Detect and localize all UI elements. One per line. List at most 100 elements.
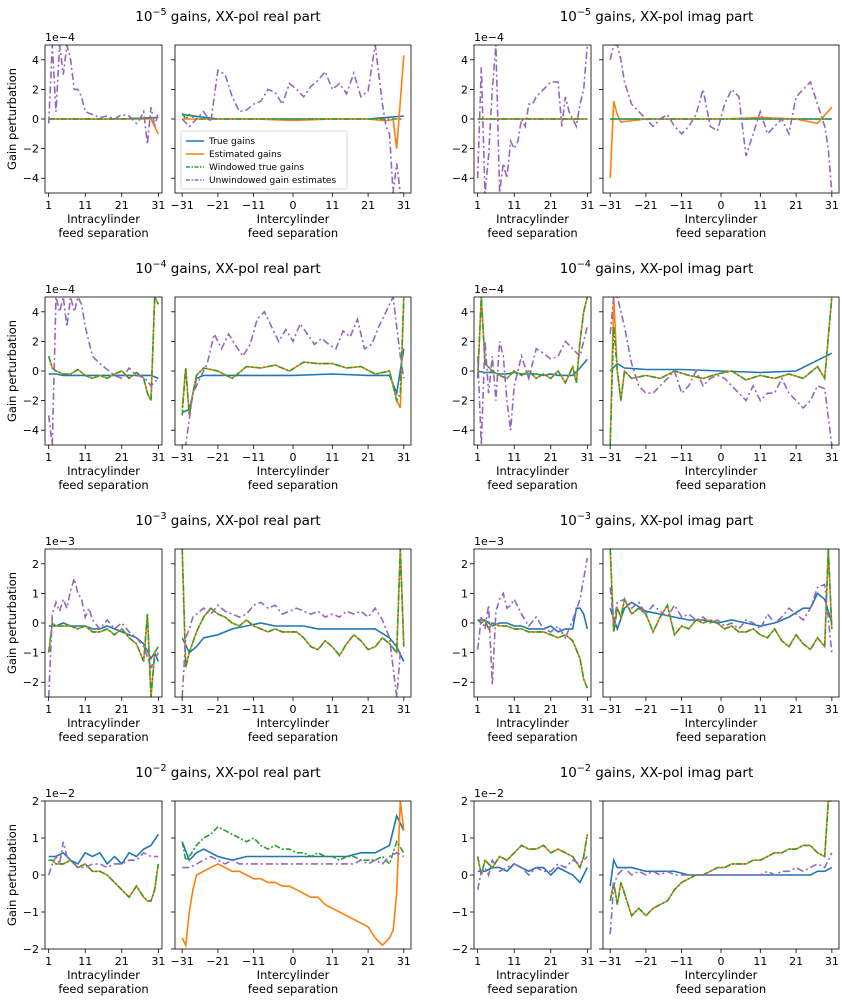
x-tick-label: 21 [789,199,803,212]
y-exponent-label: 1e−2 [474,787,504,800]
unwindowed-gain-estimates-line [182,851,405,869]
y-tick-label: 1 [461,587,468,600]
estimated-gains-line [47,297,160,401]
windowed-true-gains-line [181,297,405,416]
x-axis-label: Intercylinder [685,464,758,478]
true-gains-line [609,592,833,632]
x-tick-label: 11 [78,199,92,212]
x-axis-label: Intracylinder [67,464,140,478]
x-axis-label-line2: feed separation [487,226,577,240]
x-tick-label: 11 [78,703,92,716]
x-tick-label: −31 [171,451,194,464]
estimated-gains-line [47,614,159,697]
y-tick-label: −4 [452,172,468,185]
x-axis-label: Intercylinder [685,716,758,730]
x-tick-label: −21 [206,451,229,464]
x-tick-label: 31 [580,451,594,464]
subplot-title: 10−3 gains, XX-pol imag part [560,511,754,529]
y-tick-label: 1 [461,832,468,845]
x-tick-label: 21 [115,199,129,212]
axes-frame [174,800,412,950]
y-exponent-label: 1e−4 [474,31,504,44]
x-tick-label: 31 [825,703,839,716]
estimated-gains-line [48,118,160,135]
legend-label-windowed-true-gains: Windowed true gains [209,163,304,173]
windowed-true-gains-line [181,112,404,121]
x-axis-label-line2: feed separation [487,982,577,996]
subplot-title: 10−4 gains, XX-pol imag part [560,259,754,277]
windowed-true-gains-line [48,859,160,902]
unwindowed-gain-estimates-line [609,583,833,653]
y-exponent-label: 1e−3 [45,535,75,548]
x-tick-label: 31 [397,451,411,464]
x-tick-label: 11 [325,199,339,212]
y-tick-label: 2 [461,335,468,348]
x-tick-label: 21 [544,703,558,716]
x-axis-label: Intracylinder [496,212,569,226]
subplot-1-real: 10−4 gains, XX-pol real part Gain perturb… [5,259,412,492]
unwindowed-gain-estimates-line [47,45,160,145]
x-tick-label: 11 [753,451,767,464]
x-axis-label-line2: feed separation [676,226,766,240]
legend-label-unwindowed-gain-estimates: Unwindowed gain estimates [209,176,336,186]
x-tick-label: 31 [397,199,411,212]
true-gains-line [48,622,160,662]
x-tick-label: 31 [151,955,165,968]
x-tick-label: 11 [325,703,339,716]
x-axis-label: Intercylinder [257,968,330,982]
y-exponent-label: 1e−4 [45,283,75,296]
x-tick-label: 1 [45,451,52,464]
x-tick-label: 1 [474,955,481,968]
y-tick-label: −2 [23,943,39,956]
x-tick-label: 21 [361,703,375,716]
y-axis-label: Gain perturbation [5,320,19,422]
y-tick-label: 2 [32,335,39,348]
x-axis-label-line2: feed separation [248,478,338,492]
y-axis-label: Gain perturbation [5,824,19,926]
y-tick-label: 2 [461,83,468,96]
axes-frame [44,800,163,950]
x-tick-label: 31 [397,955,411,968]
y-tick-label: −2 [452,143,468,156]
x-tick-label: 1 [45,955,52,968]
y-tick-label: 4 [32,306,39,319]
windowed-true-gains-line [609,549,833,651]
y-exponent-label: 1e−2 [45,787,75,800]
x-axis-label-line2: feed separation [676,478,766,492]
y-tick-label: −1 [452,906,468,919]
y-tick-label: −4 [452,424,468,437]
x-tick-label: −31 [599,199,622,212]
unwindowed-gain-estimates-line [609,297,833,445]
x-tick-label: 0 [290,703,297,716]
unwindowed-gain-estimates-line [47,575,160,697]
subplot-title: 10−4 gains, XX-pol real part [135,259,320,277]
x-tick-label: −11 [242,955,265,968]
x-tick-label: −21 [206,955,229,968]
x-tick-label: 0 [290,451,297,464]
estimated-gains-line [609,549,833,651]
x-tick-label: −31 [171,703,194,716]
x-axis-label-line2: feed separation [676,982,766,996]
x-tick-label: 31 [580,955,594,968]
x-tick-label: −21 [634,199,657,212]
x-tick-label: 0 [718,703,725,716]
y-tick-label: 0 [461,365,468,378]
windowed-true-gains-line [476,834,589,876]
x-axis-label: Intracylinder [496,464,569,478]
x-tick-label: 0 [290,955,297,968]
y-exponent-label: 1e−4 [45,31,75,44]
x-tick-label: −31 [599,451,622,464]
x-tick-label: −31 [171,955,194,968]
x-tick-label: −21 [206,199,229,212]
windowed-true-gains-line [47,297,160,401]
estimated-gains-line [181,801,405,949]
